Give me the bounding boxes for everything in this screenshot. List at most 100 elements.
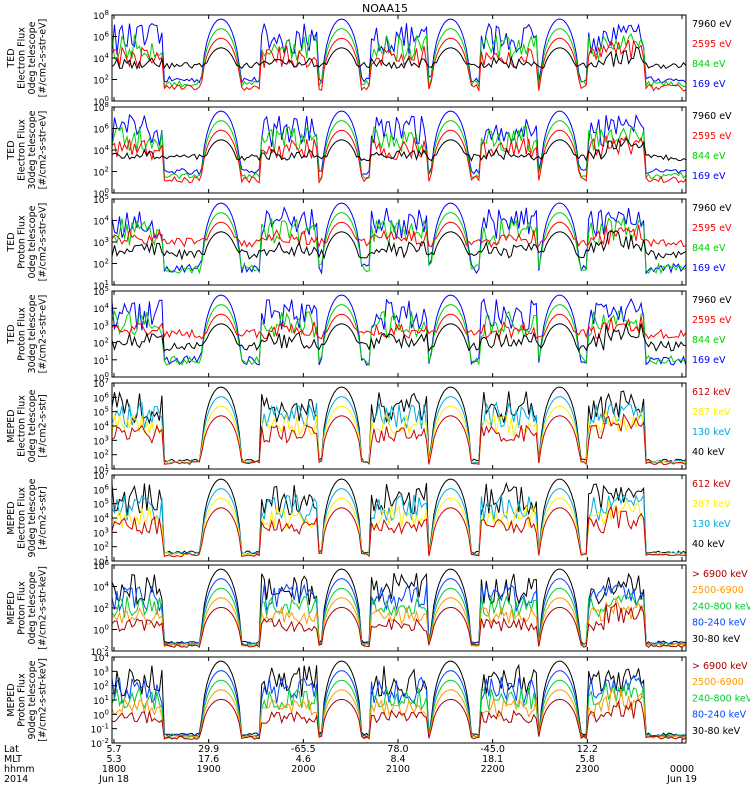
- y-tick-label: 101: [93, 463, 109, 476]
- y-axis-label-line: MEPED: [6, 409, 17, 442]
- y-tick-label: 108: [93, 101, 109, 114]
- series-line-1-1: [111, 46, 687, 70]
- y-axis-label-line: TED: [6, 48, 17, 68]
- legend-entry: 844 eV: [692, 151, 726, 162]
- y-tick-label: 103: [93, 236, 109, 249]
- series-line-3-1: [111, 230, 687, 261]
- legend-entry: 130 keV: [692, 519, 731, 530]
- legend-entry: > 6900 keV: [692, 661, 748, 672]
- y-axis-label-line: MEPED: [6, 501, 17, 534]
- y-axis-label-line: Electron Flux: [17, 27, 28, 89]
- legend-entry: 80-240 keV: [692, 618, 747, 629]
- y-tick-label: 107: [93, 377, 109, 390]
- x-row-value: 78.0: [387, 744, 408, 755]
- y-axis-label-line: [#/cm2-s-str]: [38, 394, 49, 457]
- series-line-3-4: [111, 202, 687, 275]
- x-row-value: 5.8: [580, 754, 595, 765]
- x-row-value: 2100: [386, 764, 410, 775]
- series-line-6-3: [111, 488, 687, 556]
- y-tick-label: 100: [93, 371, 109, 384]
- y-axis-label-line: Electron Flux: [17, 395, 28, 457]
- y-tick-label: 108: [93, 9, 109, 22]
- y-axis-label: MEPED Proton Flux 0deg telescope [#/cm2-s-s…: [6, 566, 49, 650]
- legend-entry: 7960 eV: [692, 295, 732, 306]
- legend-entry: 240-800 keV: [692, 693, 750, 704]
- legend-entry: 169 eV: [692, 263, 726, 274]
- legend-entry: 287 keV: [692, 499, 731, 510]
- series-line-4-1: [111, 322, 687, 353]
- y-axis-label-line: 30deg telescope: [27, 294, 38, 373]
- x-row-value: 5.3: [106, 754, 121, 765]
- y-tick-label: 102: [93, 680, 109, 693]
- chart-title: NOAA15: [362, 2, 408, 15]
- y-axis-label: MEPED Electron Flux 90deg telescope [#/cm2-…: [6, 478, 49, 557]
- y-axis-label-line: [#/cm2-s-str-keV]: [38, 566, 49, 650]
- panel-frame: [111, 290, 687, 378]
- y-tick-label: 101: [93, 694, 109, 707]
- y-axis-label-line: [#/cm2-s-str-eV]: [38, 295, 49, 374]
- series-line-3-2: [111, 221, 687, 249]
- legend-entry: 2595 eV: [692, 39, 732, 50]
- y-tick-label: 102: [93, 166, 109, 179]
- series-line-6-2: [111, 497, 687, 557]
- panel-frame: [111, 382, 687, 470]
- panel-4: 100 101 102 103 104 105 TED Proton Flux 30deg te…: [6, 285, 732, 384]
- series-line-8-1: [111, 698, 687, 741]
- y-tick-label: 103: [93, 319, 109, 332]
- y-tick-label: 106: [93, 123, 109, 136]
- y-tick-label: 104: [93, 512, 109, 525]
- legend-entry: > 6900 keV: [692, 569, 748, 580]
- series-line-2-4: [111, 110, 687, 177]
- y-tick-label: 104: [93, 651, 109, 664]
- y-tick-label: 100: [93, 187, 109, 200]
- y-tick-label: 104: [93, 420, 109, 433]
- legend-entry: 7960 eV: [692, 203, 732, 214]
- series-line-4-2: [111, 313, 687, 341]
- y-tick-label: 101: [93, 279, 109, 292]
- x-row-value: 29.9: [198, 744, 219, 755]
- y-axis-label-line: 0deg telescope: [27, 389, 38, 462]
- x-row-value: 12.2: [577, 744, 598, 755]
- series-line-7-5: [111, 568, 687, 645]
- legend-entry: 612 keV: [692, 479, 731, 490]
- legend-entry: 287 keV: [692, 407, 731, 418]
- y-axis-label: TED Electron Flux 0deg telescope [#/cm2-s-s…: [6, 19, 49, 98]
- legend-entry: 169 eV: [692, 79, 726, 90]
- y-tick-label: 106: [93, 31, 109, 44]
- legend-entry: 844 eV: [692, 335, 726, 346]
- series-line-8-4: [111, 670, 687, 738]
- series-line-7-2: [111, 596, 687, 648]
- y-tick-label: 106: [93, 391, 109, 404]
- legend-entry: 169 eV: [692, 355, 726, 366]
- panel-7: 10-2 100 102 104 106 MEPED Proton Flux 0deg tel…: [6, 559, 750, 658]
- y-axis-label-line: 90deg telescope: [27, 660, 38, 739]
- y-tick-label: 105: [93, 285, 109, 298]
- panel-frame: [111, 106, 687, 194]
- y-axis-label-line: 30deg telescope: [27, 110, 38, 189]
- x-row-value: 8.4: [390, 754, 405, 765]
- series-line-4-3: [111, 304, 687, 367]
- y-tick-label: 100: [93, 708, 109, 721]
- legend-entry: 240-800 keV: [692, 601, 750, 612]
- y-tick-label: 103: [93, 665, 109, 678]
- y-axis-label-line: TED: [6, 232, 17, 252]
- y-tick-label: 106: [93, 559, 109, 572]
- y-tick-label: 106: [93, 483, 109, 496]
- panel-2: 100 102 104 106 108 TED Electron Flux 30deg tel…: [6, 101, 732, 200]
- y-tick-label: 104: [93, 144, 109, 157]
- x-row-label: hhmm: [4, 764, 35, 775]
- y-tick-label: 107: [93, 469, 109, 482]
- y-axis-label: TED Electron Flux 30deg telescope [#/cm2-s-…: [6, 110, 49, 189]
- series-line-3-3: [111, 212, 687, 275]
- x-row-value: 2200: [481, 764, 505, 775]
- y-tick-label: 104: [93, 215, 109, 228]
- y-tick-label: 100: [93, 95, 109, 108]
- series-line-2-2: [111, 129, 687, 185]
- y-axis-label-line: [#/cm2-s-str-keV]: [38, 658, 49, 742]
- legend-entry: 130 keV: [692, 427, 731, 438]
- legend-entry: 2500-6900: [692, 677, 744, 688]
- legend-entry: 40 keV: [692, 539, 725, 550]
- x-row-value: Jun 18: [98, 774, 129, 785]
- y-tick-label: 103: [93, 434, 109, 447]
